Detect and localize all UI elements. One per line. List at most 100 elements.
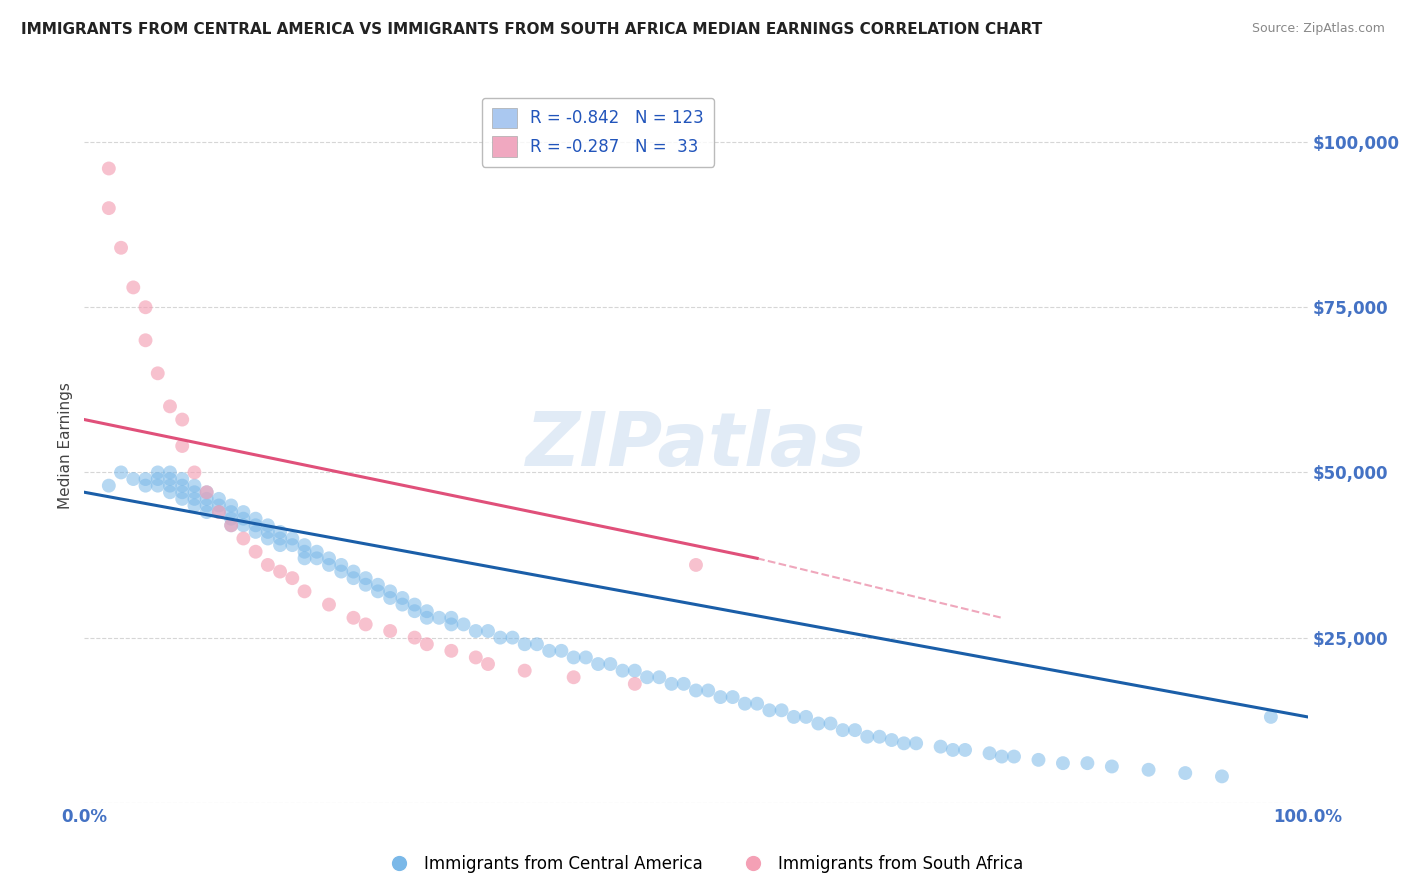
Text: IMMIGRANTS FROM CENTRAL AMERICA VS IMMIGRANTS FROM SOUTH AFRICA MEDIAN EARNINGS : IMMIGRANTS FROM CENTRAL AMERICA VS IMMIG…	[21, 22, 1042, 37]
Point	[427, 611, 450, 625]
Point	[991, 749, 1014, 764]
Point	[942, 743, 965, 757]
Point	[893, 736, 915, 750]
Point	[1101, 759, 1123, 773]
Point	[1076, 756, 1098, 771]
Point	[122, 280, 145, 294]
Point	[599, 657, 621, 671]
Point	[281, 532, 304, 546]
Point	[245, 524, 267, 539]
Point	[195, 485, 218, 500]
Point	[709, 690, 731, 704]
Point	[122, 472, 145, 486]
Point	[844, 723, 866, 738]
Point	[380, 591, 402, 605]
Point	[489, 631, 512, 645]
Point	[232, 518, 254, 533]
Point	[380, 584, 402, 599]
Point	[146, 466, 169, 480]
Point	[550, 644, 572, 658]
Point	[979, 746, 1001, 760]
Point	[440, 617, 463, 632]
Point	[245, 518, 267, 533]
Point	[208, 499, 231, 513]
Point	[135, 478, 157, 492]
Point	[477, 624, 499, 638]
Point	[624, 664, 647, 678]
Point	[404, 631, 426, 645]
Point	[294, 538, 316, 552]
Point	[172, 412, 194, 426]
Point	[183, 466, 205, 480]
Point	[612, 664, 634, 678]
Point	[172, 472, 194, 486]
Point	[159, 466, 181, 480]
Point	[721, 690, 744, 704]
Point	[195, 505, 218, 519]
Point	[135, 333, 157, 347]
Text: Source: ZipAtlas.com: Source: ZipAtlas.com	[1251, 22, 1385, 36]
Point	[1174, 766, 1197, 780]
Point	[685, 558, 707, 572]
Point	[342, 611, 364, 625]
Point	[648, 670, 671, 684]
Point	[440, 611, 463, 625]
Point	[281, 571, 304, 585]
Point	[195, 491, 218, 506]
Point	[1028, 753, 1050, 767]
Point	[195, 485, 218, 500]
Point	[172, 439, 194, 453]
Point	[245, 545, 267, 559]
Legend: R = -0.842   N = 123, R = -0.287   N =  33: R = -0.842 N = 123, R = -0.287 N = 33	[482, 97, 714, 167]
Point	[513, 664, 536, 678]
Point	[538, 644, 561, 658]
Point	[929, 739, 952, 754]
Point	[172, 478, 194, 492]
Point	[953, 743, 976, 757]
Point	[232, 505, 254, 519]
Point	[281, 538, 304, 552]
Point	[856, 730, 879, 744]
Point	[110, 466, 132, 480]
Point	[219, 505, 242, 519]
Point	[905, 736, 928, 750]
Point	[110, 241, 132, 255]
Point	[354, 617, 377, 632]
Point	[380, 624, 402, 638]
Point	[734, 697, 756, 711]
Point	[257, 532, 280, 546]
Point	[294, 545, 316, 559]
Point	[758, 703, 780, 717]
Point	[232, 511, 254, 525]
Point	[159, 478, 181, 492]
Point	[257, 558, 280, 572]
Point	[477, 657, 499, 671]
Point	[661, 677, 683, 691]
Point	[183, 499, 205, 513]
Point	[195, 499, 218, 513]
Point	[269, 524, 291, 539]
Point	[831, 723, 853, 738]
Point	[354, 578, 377, 592]
Point	[146, 472, 169, 486]
Point	[219, 499, 242, 513]
Point	[305, 551, 328, 566]
Point	[807, 716, 830, 731]
Point	[391, 598, 413, 612]
Point	[502, 631, 524, 645]
Point	[453, 617, 475, 632]
Point	[513, 637, 536, 651]
Point	[1137, 763, 1160, 777]
Point	[820, 716, 842, 731]
Point	[97, 161, 120, 176]
Point	[416, 611, 439, 625]
Point	[183, 491, 205, 506]
Point	[183, 485, 205, 500]
Point	[685, 683, 707, 698]
Point	[208, 491, 231, 506]
Point	[783, 710, 806, 724]
Point	[1211, 769, 1233, 783]
Point	[416, 604, 439, 618]
Point	[97, 201, 120, 215]
Point	[354, 571, 377, 585]
